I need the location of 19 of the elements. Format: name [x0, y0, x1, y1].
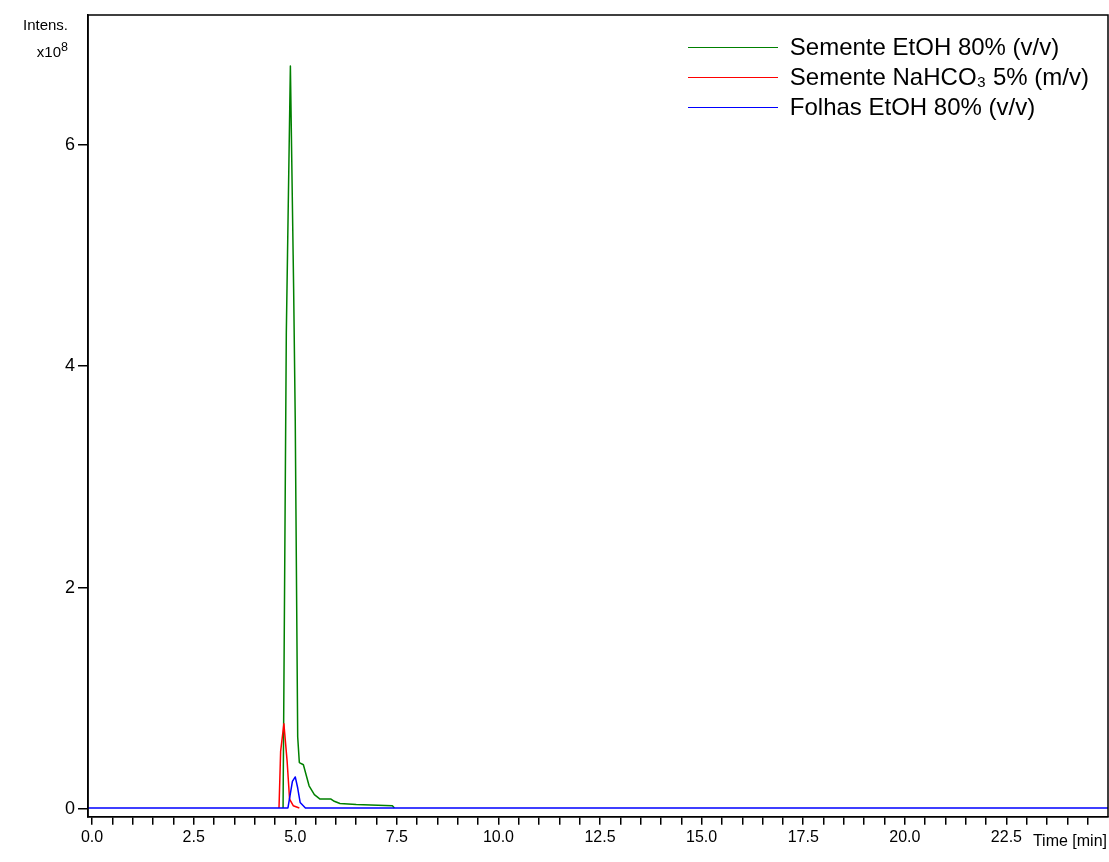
x-tick-label: 15.0 [686, 827, 718, 845]
x-axis-title: Time [min] [1032, 832, 1107, 850]
x-tick-label: 22.5 [990, 827, 1023, 845]
y-axis-title: Intens. x10$^{8}$ [21, 15, 68, 62]
x-tick-label: 2.5 [182, 827, 205, 845]
y-tick-label: 4 [65, 355, 76, 376]
x-tick-label: 20.0 [889, 827, 921, 845]
y-tick-label: 2 [65, 576, 76, 597]
x-tick-label: 17.5 [787, 827, 819, 845]
x-tick-label: 10.0 [482, 827, 515, 845]
x-tick-label: 12.5 [584, 827, 616, 845]
y-tick-label: 6 [65, 133, 76, 154]
legend-label: Semente NaHCO₃ 5% (m/v) [789, 62, 1089, 92]
legend-label: Semente EtOH 80% (v/v) [789, 32, 1060, 62]
x-tick-label: 0.0 [80, 827, 104, 845]
legend-label: Folhas EtOH 80% (v/v) [789, 92, 1036, 122]
y-tick-label: 0 [65, 798, 76, 819]
x-tick-label: 7.5 [385, 827, 409, 845]
x-tick-label: 5.0 [284, 827, 307, 845]
